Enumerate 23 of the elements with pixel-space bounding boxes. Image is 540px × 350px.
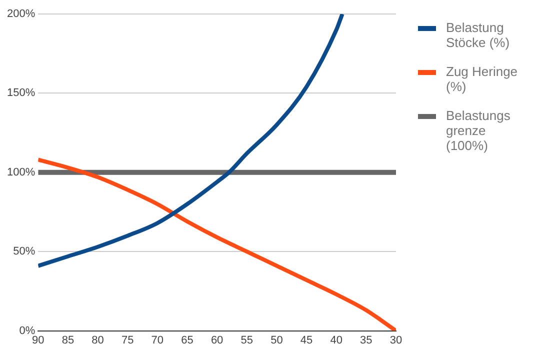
- x-tick-label: 65: [181, 334, 194, 346]
- x-tick-label: 85: [62, 334, 74, 346]
- y-tick-label: 50%: [13, 246, 36, 258]
- x-tick-label: 75: [121, 334, 134, 346]
- x-tick-label: 80: [92, 334, 104, 346]
- x-tick-label: 55: [240, 334, 254, 346]
- y-tick-label: 100%: [6, 166, 36, 178]
- x-tick-label: 40: [330, 334, 342, 346]
- x-tick-label: 45: [300, 334, 313, 346]
- y-tick-label: 200%: [6, 8, 36, 20]
- legend-label: Zug Heringe (%): [446, 64, 518, 94]
- legend-label: Belastung Stöcke (%): [446, 20, 511, 50]
- x-tick-label: 35: [360, 334, 372, 346]
- y-tick-label: 150%: [6, 87, 36, 100]
- y-tick-label: 0%: [19, 324, 36, 337]
- x-tick-label: 30: [390, 334, 402, 346]
- x-tick-label: 70: [151, 334, 164, 346]
- x-tick-label: 90: [32, 334, 44, 346]
- x-tick-label: 50: [270, 334, 283, 346]
- line-series: [38, 158, 396, 331]
- legend-label: Belastungs grenze (100%): [446, 108, 512, 153]
- line-series: [38, 14, 344, 268]
- x-tick-label: 60: [210, 334, 224, 346]
